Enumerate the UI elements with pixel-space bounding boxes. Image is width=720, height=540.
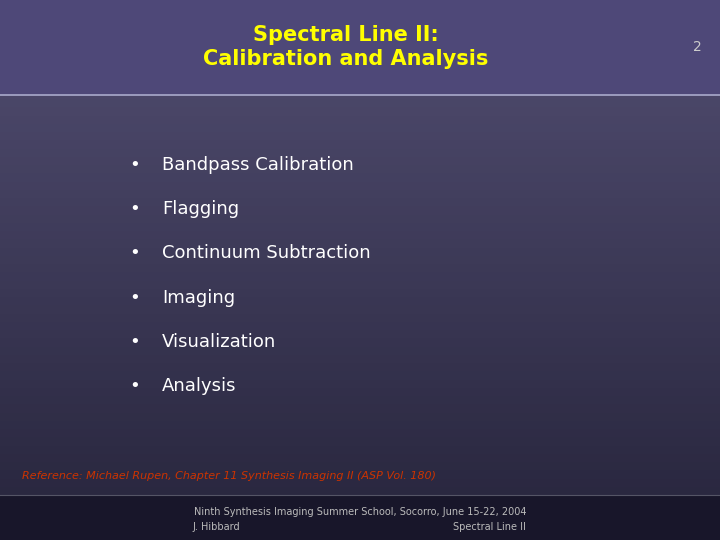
Text: Continuum Subtraction: Continuum Subtraction	[162, 244, 371, 262]
Bar	[0, 124, 720, 132]
Bar	[0, 314, 720, 322]
Bar	[0, 58, 720, 66]
Bar	[0, 305, 720, 314]
Bar	[0, 116, 720, 124]
Bar	[0, 462, 720, 470]
Text: Analysis: Analysis	[162, 377, 236, 395]
Bar	[0, 223, 720, 231]
Text: 2: 2	[693, 40, 702, 54]
Bar	[0, 25, 720, 33]
Bar	[0, 214, 720, 223]
Text: •: •	[130, 200, 140, 218]
Bar	[0, 339, 720, 347]
Bar	[0, 363, 720, 372]
Bar	[0, 66, 720, 75]
Bar	[0, 264, 720, 272]
Bar	[0, 231, 720, 239]
Bar	[0, 198, 720, 206]
Bar	[0, 355, 720, 363]
Bar	[0, 33, 720, 41]
Text: Reference: Michael Rupen, Chapter 11 Synthesis Imaging II (ASP Vol. 180): Reference: Michael Rupen, Chapter 11 Syn…	[22, 471, 436, 481]
Bar	[0, 8, 720, 17]
Bar	[0, 0, 720, 8]
Bar	[0, 206, 720, 214]
Bar	[0, 99, 720, 107]
Bar	[0, 256, 720, 264]
Text: Flagging: Flagging	[162, 200, 239, 218]
Bar	[0, 429, 720, 437]
Bar	[0, 50, 720, 58]
Bar	[0, 281, 720, 289]
Bar	[0, 132, 720, 140]
Bar	[0, 347, 720, 355]
Bar	[0, 380, 720, 388]
Bar	[0, 454, 720, 462]
Bar	[0, 446, 720, 454]
Bar	[0, 83, 720, 91]
Text: Imaging: Imaging	[162, 288, 235, 307]
Bar	[0, 272, 720, 281]
Bar	[0, 157, 720, 165]
Text: •: •	[130, 377, 140, 395]
Bar	[0, 437, 720, 446]
Bar	[0, 41, 720, 50]
Text: Ninth Synthesis Imaging Summer School, Socorro, June 15-22, 2004: Ninth Synthesis Imaging Summer School, S…	[194, 507, 526, 517]
Bar	[0, 0, 720, 94]
Bar	[0, 173, 720, 181]
Text: Spectral Line II:
Calibration and Analysis: Spectral Line II: Calibration and Analys…	[203, 25, 488, 69]
Bar	[0, 322, 720, 330]
Bar	[0, 478, 720, 487]
Bar	[0, 91, 720, 99]
Text: Spectral Line II: Spectral Line II	[453, 522, 526, 531]
Bar	[0, 239, 720, 247]
Bar	[0, 388, 720, 396]
Text: •: •	[130, 244, 140, 262]
Text: •: •	[130, 333, 140, 351]
Bar	[0, 289, 720, 297]
Bar	[0, 330, 720, 339]
Text: Bandpass Calibration: Bandpass Calibration	[162, 156, 354, 174]
Bar	[0, 247, 720, 256]
Bar	[0, 421, 720, 429]
Bar	[0, 181, 720, 190]
Bar	[0, 470, 720, 478]
Text: •: •	[130, 288, 140, 307]
Bar	[0, 297, 720, 305]
Bar	[0, 396, 720, 404]
Bar	[0, 148, 720, 157]
Bar	[0, 107, 720, 116]
Bar	[0, 413, 720, 421]
Bar	[0, 372, 720, 380]
Text: Visualization: Visualization	[162, 333, 276, 351]
Text: •: •	[130, 156, 140, 174]
Text: J. Hibbard: J. Hibbard	[192, 522, 240, 531]
Bar	[0, 17, 720, 25]
Bar	[0, 165, 720, 173]
Bar	[0, 487, 720, 495]
Bar	[0, 495, 720, 540]
Bar	[0, 404, 720, 413]
Bar	[0, 75, 720, 83]
Bar	[0, 140, 720, 148]
Bar	[0, 190, 720, 198]
